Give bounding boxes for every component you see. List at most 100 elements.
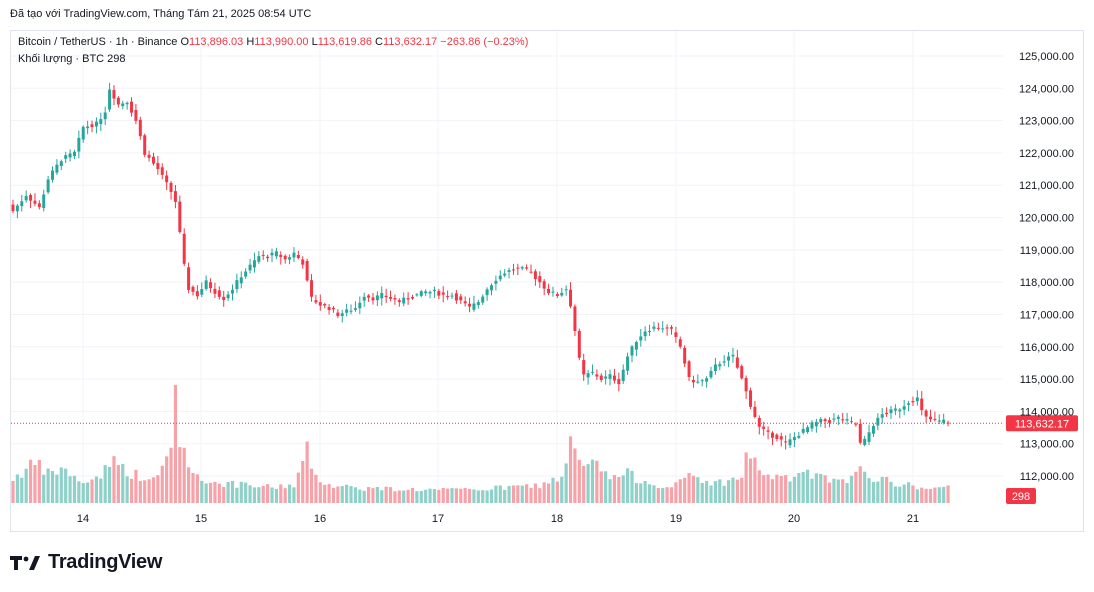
volume-bar — [705, 480, 709, 503]
candle — [902, 400, 906, 416]
candle-body — [349, 310, 353, 312]
volume-legend: Khối lượng · BTC 298 — [18, 53, 126, 65]
volume-bar — [810, 478, 814, 503]
candle-body — [33, 200, 37, 204]
volume-bar — [784, 475, 788, 503]
volume-bar — [195, 474, 199, 503]
candle-body — [555, 294, 559, 297]
candle-body — [573, 306, 577, 331]
candle-body — [59, 161, 63, 167]
volume-bar — [244, 482, 248, 503]
candle — [907, 400, 911, 412]
volume-bar — [863, 471, 867, 503]
candle — [151, 152, 155, 166]
candle — [406, 292, 410, 305]
volume-bar — [770, 479, 775, 503]
volume-bar — [107, 466, 112, 503]
candle — [503, 269, 507, 278]
candle — [893, 404, 897, 416]
volume-bar — [380, 490, 384, 503]
candle — [33, 193, 37, 207]
candle — [639, 328, 643, 347]
volume-bar — [827, 482, 832, 503]
candle-body — [498, 275, 502, 280]
volume-bar — [424, 489, 428, 503]
candle — [867, 424, 871, 445]
volume-bar — [160, 465, 164, 503]
candle — [81, 125, 85, 143]
y-tick-label: 114,000.00 — [1020, 406, 1074, 418]
brand-name: TradingView — [48, 551, 163, 573]
candle-body — [507, 270, 511, 272]
volume-bar — [911, 485, 915, 503]
volume-bar — [419, 491, 423, 503]
candle-body — [937, 420, 941, 422]
candle — [459, 293, 463, 304]
candle-body — [696, 381, 700, 383]
volume-bar — [64, 468, 68, 503]
candle-body — [292, 252, 296, 258]
volume-bar — [252, 487, 257, 503]
x-tick-label: 18 — [551, 513, 563, 525]
candle-body — [37, 203, 41, 208]
candle-body — [231, 289, 234, 294]
candle — [661, 320, 665, 333]
tradingview-logo-icon — [10, 555, 40, 570]
candle-body — [441, 292, 445, 295]
volume-bar — [920, 487, 924, 503]
volume-bar — [937, 487, 941, 503]
candle-body — [564, 289, 568, 291]
candle — [301, 256, 305, 269]
volume-bar — [287, 484, 292, 503]
candle-body — [384, 295, 388, 298]
volume-bar — [46, 468, 50, 503]
volume-bar — [871, 481, 876, 503]
volume-bar — [134, 469, 138, 503]
candle — [318, 294, 322, 311]
legend-symbol: Bitcoin / TetherUS · 1h · Binance — [18, 36, 178, 48]
volume-bar — [889, 481, 893, 503]
volume-bar — [248, 485, 252, 503]
candle — [358, 296, 362, 315]
volume-bar — [476, 490, 480, 503]
price-axis: 125,000.00 124,000.00 123,000.00 122,000.00… — [1019, 51, 1074, 483]
candle-body — [832, 418, 836, 420]
candle-body — [849, 421, 853, 423]
volume-bar — [340, 486, 344, 503]
candle — [261, 250, 265, 260]
candle — [310, 274, 314, 302]
candle — [468, 297, 472, 313]
candle-body — [784, 441, 788, 443]
candle — [841, 412, 845, 424]
volume-bar — [647, 484, 652, 503]
candle — [779, 432, 783, 447]
candle — [384, 288, 388, 303]
candle — [476, 299, 480, 309]
candle — [481, 294, 485, 305]
candle — [727, 352, 731, 368]
candle — [428, 290, 432, 299]
candle — [740, 364, 744, 380]
candle-body — [648, 331, 652, 333]
volume-bar — [178, 447, 182, 503]
volume-bar — [740, 477, 744, 503]
volume-bar — [388, 487, 393, 503]
candle-body — [147, 154, 151, 158]
volume-bar — [731, 477, 735, 503]
volume-bar — [353, 487, 358, 503]
volume-bar — [792, 476, 797, 503]
volume-bar — [893, 486, 897, 503]
volume-bar — [621, 475, 625, 503]
volume-bar — [735, 479, 739, 503]
candle — [99, 112, 103, 132]
volume-bar — [722, 485, 726, 503]
candle-body — [757, 417, 761, 427]
candle-body — [608, 374, 612, 379]
candle-body — [525, 267, 529, 269]
tradingview-brand[interactable]: TradingView — [10, 551, 162, 574]
candle — [933, 411, 937, 422]
candle — [836, 414, 840, 426]
candle-body — [911, 401, 915, 403]
candle-body — [547, 288, 551, 294]
